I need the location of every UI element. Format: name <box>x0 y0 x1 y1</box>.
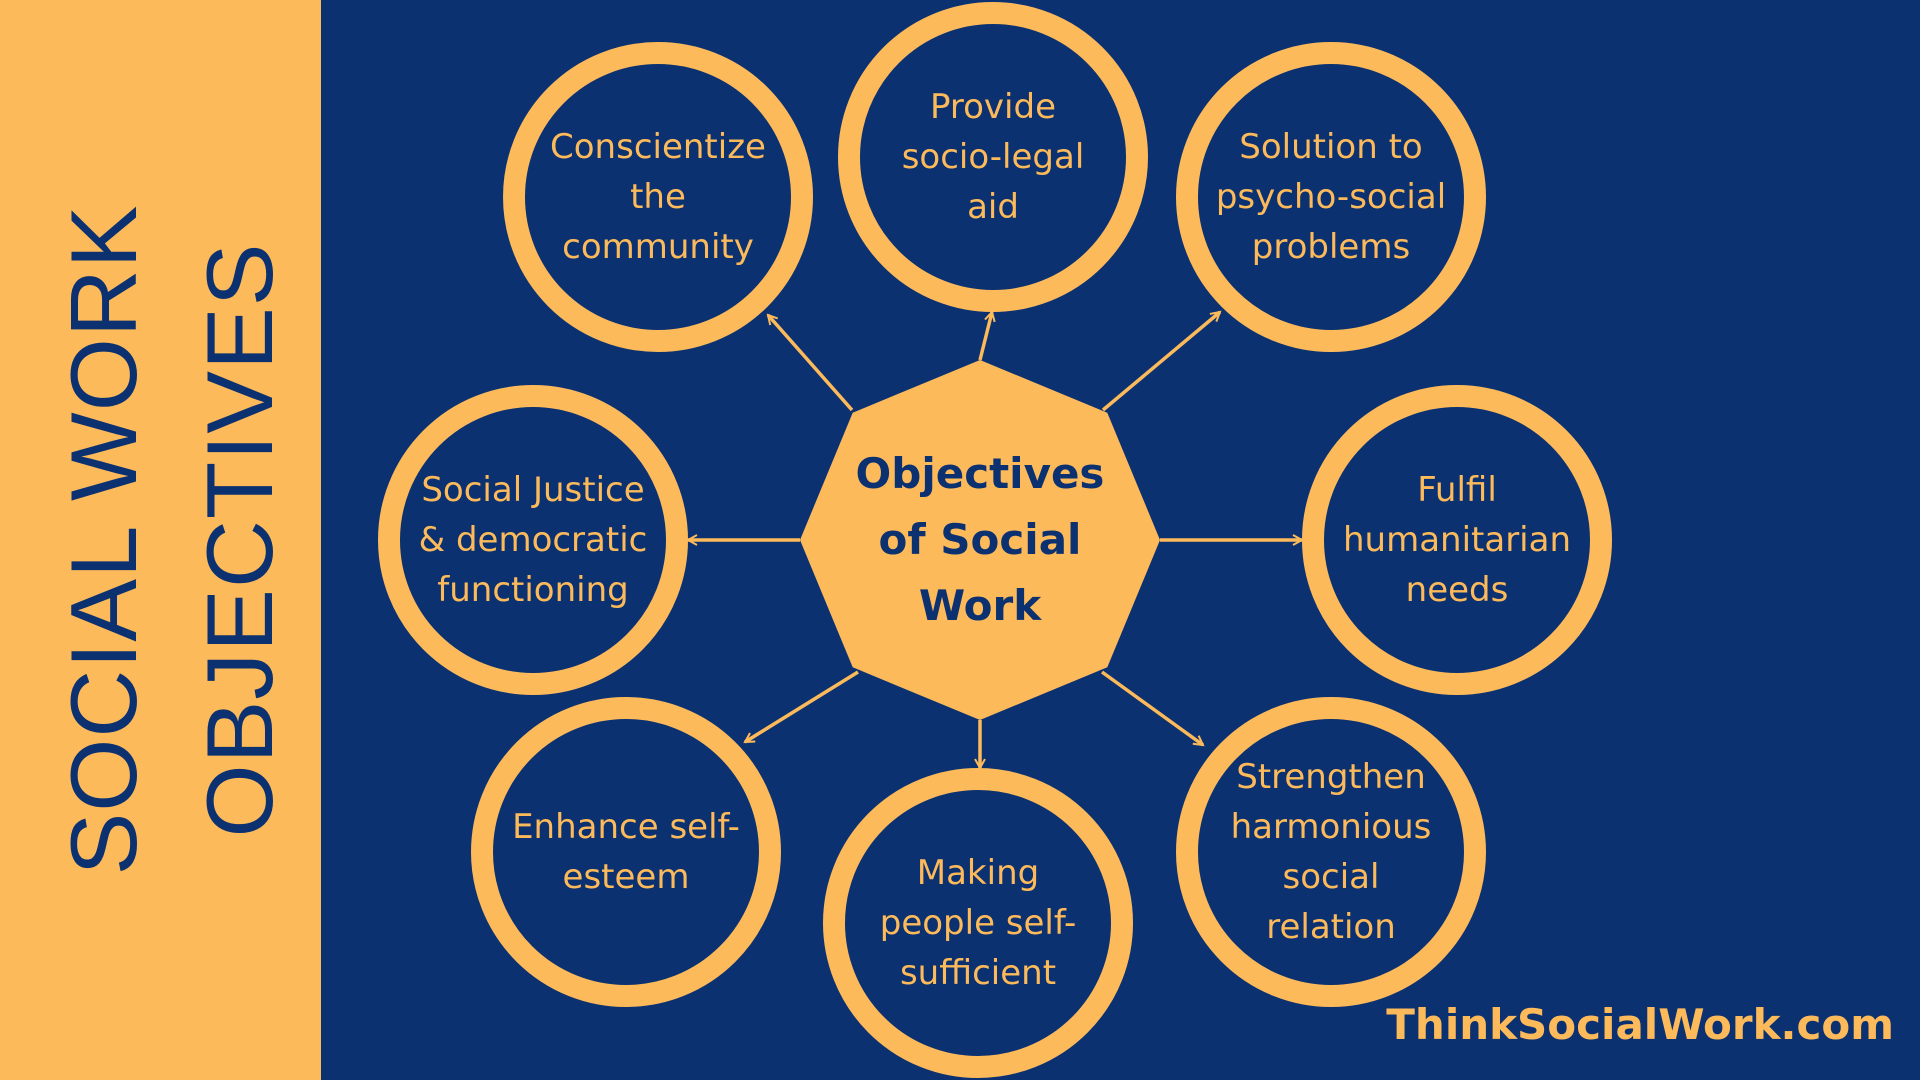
node-self-sufficient: Making people self- sufficient <box>823 768 1133 1078</box>
node-humanitarian-needs: Fulfil humanitarian needs <box>1302 385 1612 695</box>
arrow-to-self-esteem <box>745 670 859 744</box>
arrow-to-psycho-social <box>1101 310 1220 412</box>
arrow-to-harmonious-relation <box>1100 670 1203 747</box>
node-label: Enhance self- esteem <box>512 807 740 897</box>
node-psycho-social-problems: Solution to psycho-social problems <box>1176 42 1486 352</box>
node-conscientize-community: Conscientize the community <box>503 42 813 352</box>
node-label: Social Justice & democratic functioning <box>418 470 648 610</box>
node-label: Provide socio-legal aid <box>901 87 1085 227</box>
node-social-justice: Social Justice & democratic functioning <box>378 385 688 695</box>
node-socio-legal-aid: Provide socio-legal aid <box>838 2 1148 312</box>
node-label: Solution to psycho-social problems <box>1215 127 1447 267</box>
node-harmonious-relation: Strengthen harmonious social relation <box>1176 697 1486 1007</box>
arrow-to-socio-legal-aid <box>978 312 992 361</box>
center-octagon <box>800 360 1160 720</box>
node-label: Making people self- sufficient <box>879 853 1077 993</box>
node-label: Strengthen harmonious social relation <box>1230 757 1432 947</box>
center-label: Objectives of Social Work <box>855 449 1105 630</box>
site-link[interactable]: ThinkSocialWork.com <box>1386 1000 1894 1049</box>
left-title-band: SOCIAL WORK OBJECTIVES <box>0 0 321 1080</box>
node-label: Conscientize the community <box>550 127 766 267</box>
node-label: Fulfil humanitarian needs <box>1342 470 1572 610</box>
arrow-to-conscientize <box>768 315 854 412</box>
node-self-esteem: Enhance self- esteem <box>471 697 781 1007</box>
